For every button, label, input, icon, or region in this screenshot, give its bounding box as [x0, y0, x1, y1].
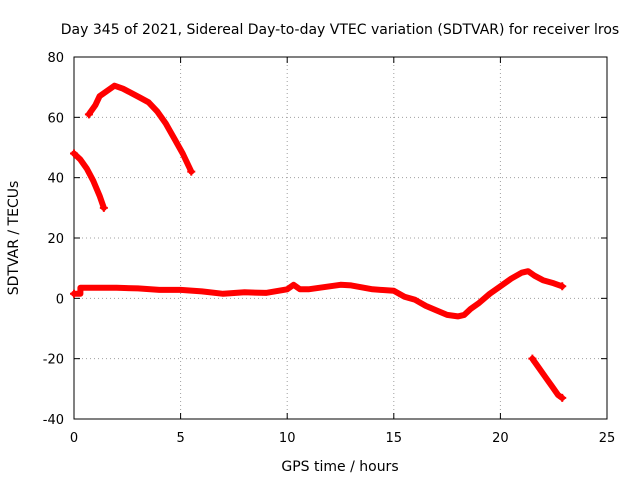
y-tick-label: -20	[43, 353, 64, 368]
data-point-marker	[70, 149, 78, 158]
y-tick-label: 40	[47, 172, 64, 187]
data-point-marker	[187, 167, 196, 176]
y-tick-label: 0	[56, 292, 64, 307]
x-tick-label: 0	[70, 431, 78, 446]
data-point-marker	[99, 203, 108, 212]
data-point-marker	[558, 393, 567, 402]
data-point-marker	[558, 282, 567, 291]
data-series	[70, 82, 567, 402]
series-arc-2	[85, 82, 195, 175]
x-axis-label: GPS time / hours	[281, 459, 398, 475]
x-tick-label: 25	[599, 431, 616, 446]
x-tick-label: 5	[176, 431, 184, 446]
x-tick-label: 15	[386, 431, 403, 446]
data-point-marker	[528, 354, 537, 363]
y-tick-label: 60	[47, 111, 64, 126]
series-arc-1	[71, 150, 107, 211]
y-axis-label: SDTVAR / TECUs	[6, 181, 22, 296]
y-tick-label: 80	[47, 51, 64, 66]
series-arc-4	[529, 355, 566, 401]
data-point-marker	[84, 110, 93, 119]
chart-title: Day 345 of 2021, Sidereal Day-to-day VTE…	[61, 22, 619, 38]
y-tick-label: 20	[47, 232, 64, 247]
axis-ticks: 0 5 10 15 20 25 -40 -20 0 20 40 60 80	[43, 51, 616, 446]
y-tick-label: -40	[43, 413, 64, 428]
x-tick-label: 10	[279, 431, 296, 446]
x-tick-label: 20	[492, 431, 509, 446]
data-point-marker	[70, 289, 78, 298]
series-arc-3	[71, 268, 566, 320]
